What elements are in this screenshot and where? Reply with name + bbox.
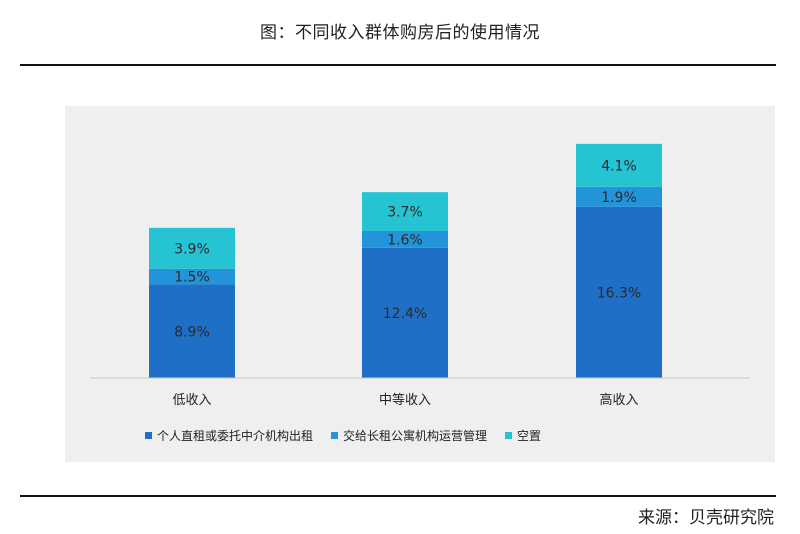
data-label-2-2: 1.6% <box>387 232 423 248</box>
bar-segment-3-3 <box>576 143 662 187</box>
legend-swatch-2 <box>331 432 339 439</box>
bar-segment-2-1 <box>149 268 235 285</box>
legend-swatch-3 <box>505 432 513 439</box>
legend-item-2: 交给长租公寓机构运营管理 <box>331 427 487 444</box>
legend-label-1: 个人直租或委托中介机构出租 <box>157 429 314 443</box>
legend-swatch-1 <box>145 432 152 439</box>
data-label-1-2: 12.4% <box>383 306 427 322</box>
legend-label-3: 空置 <box>517 429 542 443</box>
data-label-1-1: 8.9% <box>174 324 210 340</box>
category-label-2: 中等收入 <box>379 392 431 408</box>
data-label-2-3: 1.9% <box>601 190 637 206</box>
bottom-rule <box>20 495 776 497</box>
bar-segment-1-1 <box>149 284 235 378</box>
source-note: 来源：贝壳研究院 <box>638 508 774 528</box>
bar-segment-2-3 <box>576 186 662 207</box>
legend-label-2: 交给长租公寓机构运营管理 <box>343 429 488 443</box>
data-label-3-3: 4.1% <box>601 158 637 174</box>
category-label-3: 高收入 <box>599 392 638 408</box>
category-label-1: 低收入 <box>172 393 211 408</box>
bar-segment-1-3 <box>576 206 662 378</box>
data-label-3-2: 3.7% <box>387 205 423 221</box>
figure-title: 图：不同收入群体购房后的使用情况 <box>260 23 540 43</box>
bar-segment-3-2 <box>362 192 448 231</box>
bar-segment-1-2 <box>362 247 448 378</box>
data-label-1-3: 16.3% <box>597 285 641 301</box>
data-label-2-1: 1.5% <box>174 270 210 286</box>
legend-item-1: 个人直租或委托中介机构出租 <box>145 427 313 444</box>
bar-segment-2-2 <box>362 231 448 248</box>
top-rule <box>20 64 776 66</box>
legend-item-3: 空置 <box>505 427 541 444</box>
bar-segment-3-1 <box>149 227 235 269</box>
data-label-3-1: 3.9% <box>174 241 210 257</box>
chart-legend: 个人直租或委托中介机构出租 交给长租公寓机构运营管理 空置 <box>145 427 559 444</box>
